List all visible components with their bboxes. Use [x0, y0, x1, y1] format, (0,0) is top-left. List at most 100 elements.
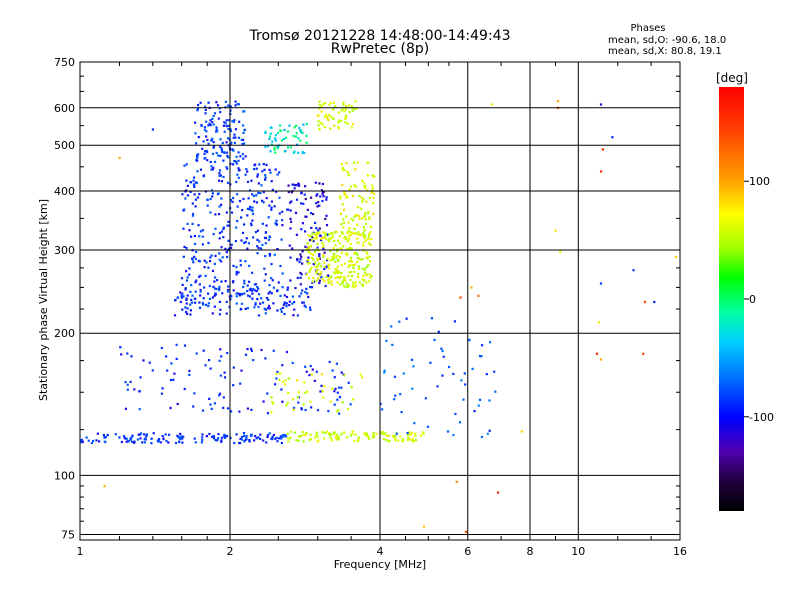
data-point: [256, 175, 259, 178]
data-point: [327, 119, 330, 122]
data-point: [310, 373, 313, 376]
data-point: [263, 168, 266, 171]
data-point: [318, 254, 321, 258]
data-point: [312, 277, 315, 280]
data-point: [211, 168, 214, 171]
data-point: [199, 274, 202, 277]
data-point: [355, 213, 358, 217]
data-point: [369, 276, 372, 279]
data-point: [340, 275, 343, 278]
data-point: [212, 145, 216, 148]
data-point: [270, 437, 273, 440]
data-point: [232, 289, 235, 292]
data-point: [183, 208, 186, 211]
data-point: [367, 242, 371, 245]
data-point: [309, 437, 313, 441]
data-point: [189, 309, 192, 312]
data-point: [324, 284, 327, 288]
data-point: [246, 348, 249, 351]
data-point: [209, 260, 212, 263]
data-point: [309, 364, 312, 368]
data-point: [292, 134, 295, 138]
data-point: [289, 227, 292, 230]
data-point: [227, 137, 230, 140]
data-point: [244, 240, 247, 244]
data-point: [283, 294, 286, 297]
data-point: [192, 179, 195, 182]
data-point: [181, 437, 184, 440]
data-point: [319, 195, 322, 198]
data-point: [361, 278, 364, 281]
data-point: [194, 198, 197, 201]
data-point: [207, 101, 210, 104]
data-point: [192, 405, 195, 408]
data-point: [320, 373, 323, 376]
data-point: [336, 239, 339, 242]
data-point: [259, 192, 262, 195]
data-point: [433, 338, 436, 341]
data-point: [349, 243, 352, 246]
data-point: [395, 432, 398, 435]
data-point: [304, 230, 307, 233]
data-point: [397, 439, 400, 442]
data-point: [151, 369, 154, 372]
data-point: [324, 217, 327, 221]
data-point: [218, 392, 222, 395]
data-point: [196, 170, 199, 173]
data-point: [317, 201, 320, 204]
data-point: [197, 104, 200, 107]
data-point: [328, 277, 331, 280]
data-point: [302, 202, 305, 205]
data-point: [362, 198, 365, 201]
data-point: [174, 299, 177, 302]
data-point: [205, 120, 208, 123]
data-point: [243, 241, 246, 244]
data-point: [265, 224, 268, 227]
data-point: [315, 236, 319, 239]
data-point: [211, 121, 214, 124]
data-point: [195, 181, 199, 184]
data-point: [354, 433, 357, 436]
data-point: [170, 362, 173, 365]
data-point: [235, 270, 238, 273]
data-point: [275, 436, 278, 439]
data-point: [137, 433, 140, 436]
data-point: [333, 376, 336, 379]
data-point: [313, 237, 316, 240]
data-point: [358, 194, 361, 198]
data-point: [323, 102, 326, 105]
data-point: [282, 303, 285, 306]
data-point: [194, 281, 197, 284]
data-point: [361, 217, 364, 220]
data-point: [230, 243, 233, 246]
data-point: [342, 226, 345, 229]
data-point: [215, 287, 218, 291]
data-point: [218, 300, 221, 303]
data-point: [332, 108, 335, 111]
data-point: [103, 485, 106, 488]
y-tick-label: 400: [54, 185, 75, 198]
data-point: [184, 306, 187, 309]
data-point: [344, 114, 347, 117]
data-point: [164, 433, 167, 436]
data-point: [218, 313, 221, 316]
data-point: [351, 432, 354, 436]
data-point: [340, 371, 343, 374]
data-point: [559, 250, 562, 253]
data-point: [442, 355, 445, 358]
data-point: [241, 436, 244, 439]
data-point: [240, 369, 243, 372]
data-point: [323, 251, 326, 254]
data-point: [325, 198, 328, 201]
data-point: [366, 252, 369, 255]
data-point: [309, 308, 312, 311]
data-point: [315, 202, 318, 205]
data-point: [343, 221, 346, 224]
data-point: [295, 124, 298, 127]
data-point: [365, 256, 368, 259]
data-point: [307, 234, 310, 237]
data-point: [277, 131, 280, 135]
data-point: [385, 435, 388, 438]
data-point: [281, 210, 284, 213]
data-point: [181, 292, 184, 295]
